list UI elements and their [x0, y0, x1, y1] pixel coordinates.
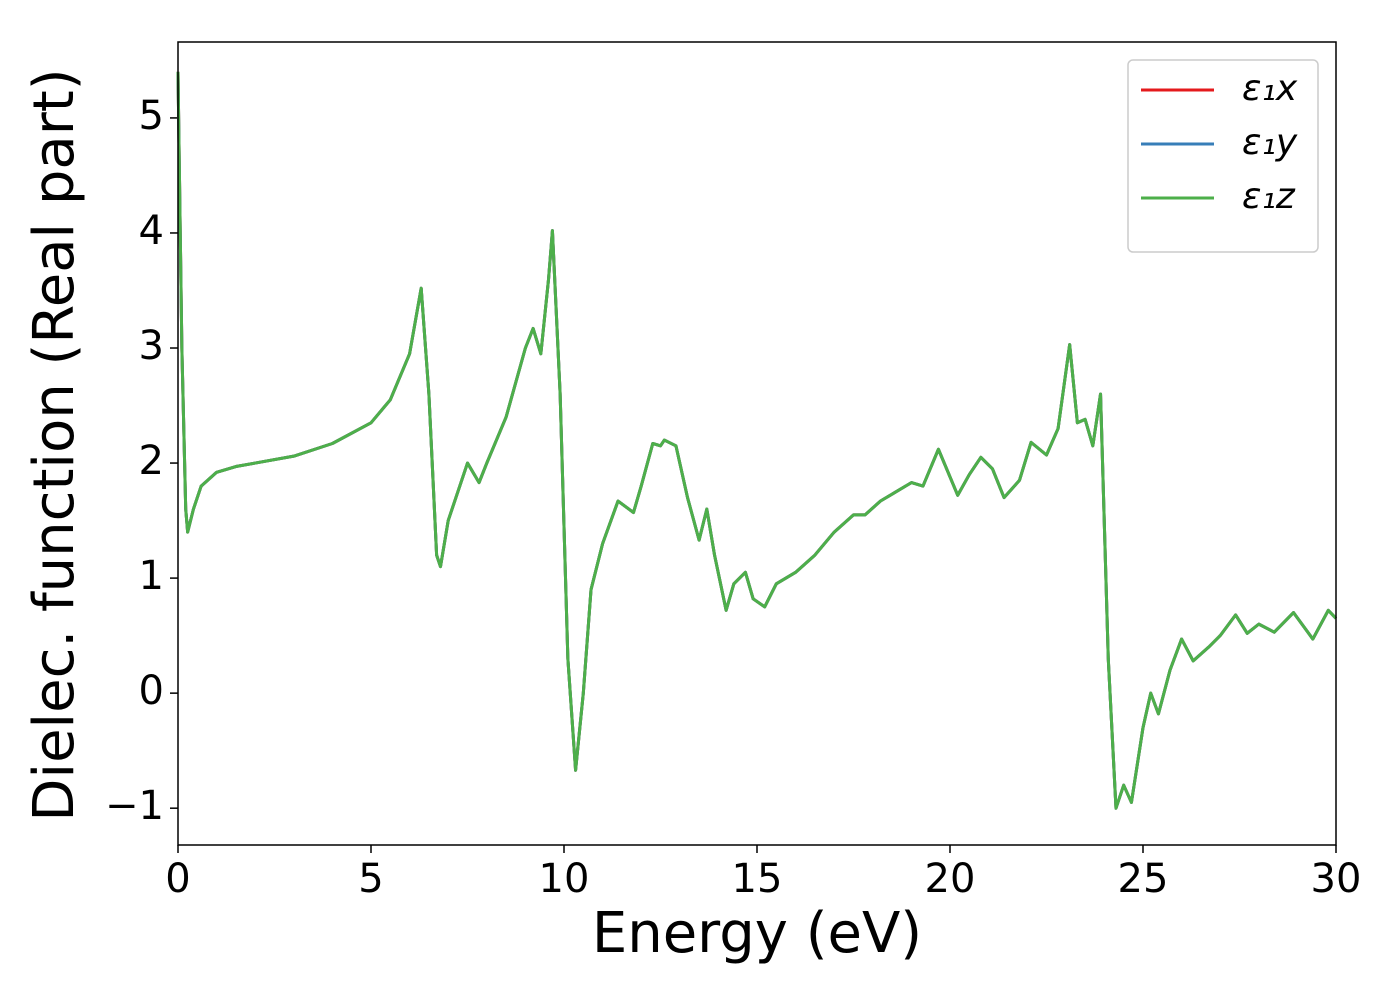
legend-label: ε₁x	[1242, 68, 1298, 109]
x-tick-label: 0	[165, 856, 190, 902]
legend-box	[1127, 59, 1319, 253]
x-tick-label: 30	[1311, 856, 1362, 902]
y-tick-label: 3	[139, 323, 164, 369]
y-tick-label: 4	[139, 208, 164, 254]
y-tick-label: 2	[139, 438, 164, 484]
y-axis-label: Dielec. function (Real part)	[22, 68, 87, 821]
x-tick-label: 5	[358, 856, 383, 902]
x-axis-label: Energy (eV)	[592, 901, 922, 966]
y-tick-label: 5	[139, 93, 164, 139]
y-tick-label: 0	[139, 668, 164, 714]
x-tick-label: 15	[732, 856, 783, 902]
x-tick-label: 20	[925, 856, 976, 902]
plot-frame	[177, 41, 1337, 846]
x-tick-label: 25	[1118, 856, 1169, 902]
y-tick-label: −1	[105, 783, 164, 829]
data-line	[176, 71, 1338, 810]
legend-label: ε₁z	[1242, 176, 1296, 217]
x-tick-label: 10	[539, 856, 590, 902]
y-tick-label: 1	[139, 553, 164, 599]
legend-label: ε₁y	[1242, 122, 1298, 163]
